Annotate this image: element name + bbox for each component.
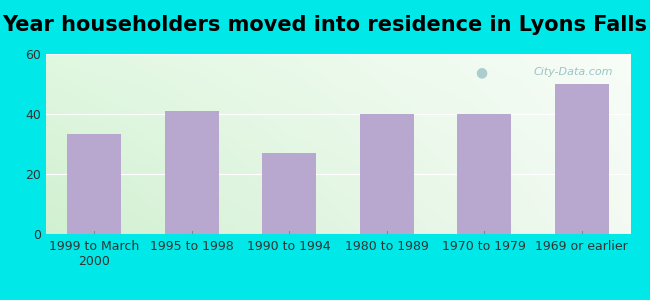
Bar	[360, 114, 413, 234]
Bar	[263, 153, 316, 234]
Text: ●: ●	[475, 66, 488, 80]
Text: City-Data.com: City-Data.com	[534, 67, 613, 76]
Bar	[458, 114, 511, 234]
Bar	[555, 84, 608, 234]
Bar	[68, 134, 121, 234]
Text: Year householders moved into residence in Lyons Falls: Year householders moved into residence i…	[3, 15, 647, 35]
Bar	[165, 111, 218, 234]
